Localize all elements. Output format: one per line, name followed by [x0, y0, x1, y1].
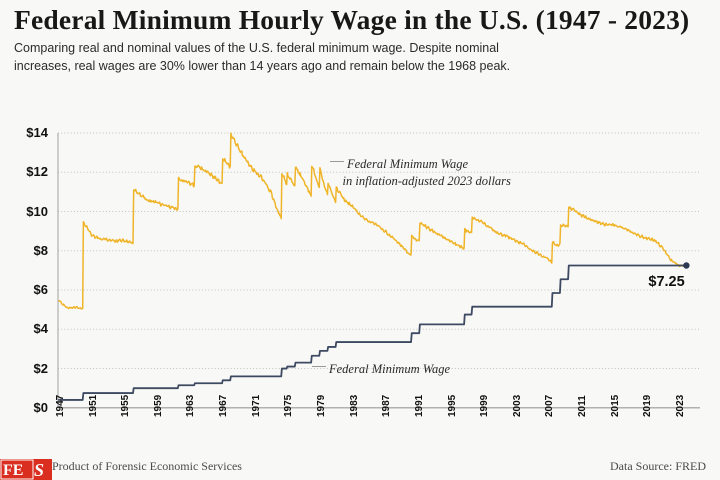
svg-text:FE: FE — [3, 462, 23, 479]
svg-text:S: S — [34, 460, 44, 480]
